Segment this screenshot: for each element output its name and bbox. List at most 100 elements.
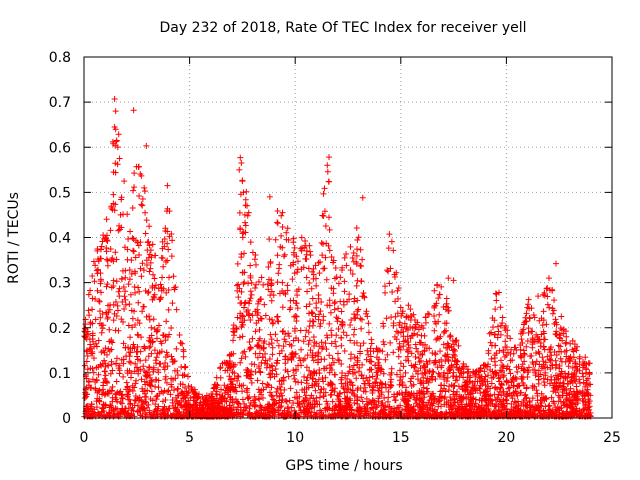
data-point: [137, 239, 144, 246]
data-point: [155, 369, 162, 376]
data-point: [493, 403, 500, 410]
data-point: [496, 347, 503, 354]
data-point: [389, 289, 396, 296]
data-point: [95, 388, 102, 395]
data-point: [122, 344, 129, 351]
y-tick-label: 0.3: [49, 276, 71, 292]
data-point: [278, 212, 285, 219]
data-point: [424, 375, 431, 382]
data-point: [220, 407, 227, 414]
data-point: [482, 382, 489, 389]
data-point: [284, 287, 291, 294]
data-point: [340, 329, 347, 336]
data-point: [108, 337, 115, 344]
data-point: [512, 344, 519, 351]
data-point: [392, 298, 399, 305]
data-point: [113, 355, 120, 362]
data-point: [309, 375, 316, 382]
x-tick-label: 15: [392, 430, 410, 446]
data-point: [325, 242, 332, 249]
data-point: [417, 357, 424, 364]
data-point: [391, 274, 398, 281]
data-point: [408, 350, 415, 357]
data-point: [373, 375, 380, 382]
data-point: [450, 277, 457, 284]
data-point: [83, 358, 90, 365]
data-point: [496, 406, 503, 413]
data-point: [105, 362, 112, 369]
data-point: [487, 339, 494, 346]
data-point: [127, 401, 134, 408]
data-point: [233, 325, 240, 332]
data-point: [162, 337, 169, 344]
data-point: [353, 282, 360, 289]
data-point: [113, 378, 120, 385]
data-point: [222, 410, 229, 417]
data-point: [156, 360, 163, 367]
data-point: [102, 363, 109, 370]
data-point: [302, 237, 309, 244]
data-point: [307, 248, 314, 255]
data-point: [544, 301, 551, 308]
data-point: [116, 155, 123, 162]
data-point: [84, 406, 91, 413]
data-point: [168, 230, 175, 237]
data-point: [256, 326, 263, 333]
data-point: [248, 379, 255, 386]
data-point: [103, 245, 110, 252]
data-point: [147, 247, 154, 254]
data-point: [391, 333, 398, 340]
data-point: [284, 225, 291, 232]
data-point: [141, 368, 148, 375]
data-point: [120, 284, 127, 291]
data-point: [151, 347, 158, 354]
data-point: [142, 409, 149, 416]
data-point: [392, 313, 399, 320]
data-point: [234, 404, 241, 411]
data-point: [431, 413, 438, 420]
data-point: [445, 365, 452, 372]
data-point: [436, 311, 443, 318]
data-point: [346, 395, 353, 402]
data-point: [376, 385, 383, 392]
data-point: [278, 411, 285, 418]
data-point: [535, 406, 542, 413]
data-point: [381, 394, 388, 401]
data-point: [168, 325, 175, 332]
data-point: [429, 402, 436, 409]
data-point: [543, 285, 550, 292]
data-point: [520, 366, 527, 373]
data-point: [237, 359, 244, 366]
data-point: [343, 332, 350, 339]
data-point: [582, 354, 589, 361]
data-point: [400, 343, 407, 350]
data-point: [347, 267, 354, 274]
data-point: [275, 318, 282, 325]
data-point: [161, 413, 168, 420]
data-point: [246, 346, 253, 353]
data-point: [309, 354, 316, 361]
data-point: [431, 350, 438, 357]
data-point: [537, 397, 544, 404]
data-point: [396, 340, 403, 347]
data-point: [113, 390, 120, 397]
data-point: [453, 373, 460, 380]
data-point: [89, 335, 96, 342]
data-point: [520, 374, 527, 381]
data-point: [442, 352, 449, 359]
data-point: [269, 316, 276, 323]
data-point: [367, 353, 374, 360]
data-point: [89, 306, 96, 313]
data-point: [134, 356, 141, 363]
data-point: [494, 323, 501, 330]
data-point: [563, 347, 570, 354]
data-point: [427, 405, 434, 412]
data-point: [126, 413, 133, 420]
data-point: [386, 280, 393, 287]
data-point: [500, 410, 507, 417]
data-point: [315, 376, 322, 383]
data-point: [539, 354, 546, 361]
data-point: [456, 373, 463, 380]
data-point: [275, 270, 282, 277]
data-point: [526, 399, 533, 406]
